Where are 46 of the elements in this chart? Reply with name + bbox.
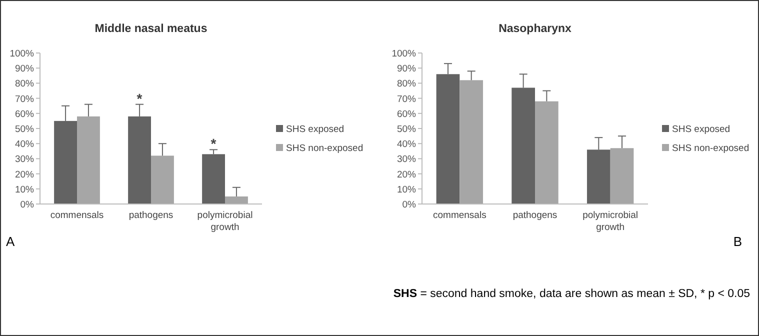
x-tick-label: pathogens	[128, 210, 174, 221]
y-tick-label: 40%	[14, 139, 35, 150]
y-tick-label: 80%	[14, 78, 35, 90]
y-tick-label: 100%	[392, 48, 417, 60]
x-tick-label: commensals	[50, 210, 104, 221]
y-tick-label: 20%	[14, 169, 35, 180]
x-tick-label: commensals	[433, 210, 487, 221]
y-tick-label: 60%	[396, 108, 417, 120]
y-tick-label: 90%	[396, 64, 417, 75]
y-tick-label: 0%	[402, 200, 417, 210]
x-tick-label: polymicrobial growth	[582, 210, 638, 233]
bar	[610, 148, 634, 204]
y-tick-label: 30%	[14, 154, 35, 166]
text: SHS = second hand smoke, data are shown as mean ± SD, * p < 0.05	[393, 288, 750, 300]
text: A	[6, 234, 15, 249]
y-tick-label: 50%	[396, 124, 417, 135]
y-tick-label: 100%	[10, 48, 35, 60]
y-tick-label: 50%	[14, 124, 35, 135]
y-tick-label: 10%	[396, 184, 417, 196]
y-tick-label: 60%	[14, 108, 35, 120]
chart-title: Middle nasal meatus	[94, 23, 208, 35]
bar	[225, 196, 248, 204]
y-tick-label: 70%	[396, 94, 417, 105]
y-tick-label: 70%	[14, 94, 35, 105]
y-tick-label: 10%	[14, 184, 35, 196]
y-tick-label: 30%	[396, 154, 417, 166]
bar	[535, 101, 558, 204]
asterisk: *	[136, 90, 142, 106]
x-tick-label: polymicrobial growth	[197, 210, 253, 233]
bar	[151, 156, 174, 204]
x-tick-label: pathogens	[512, 210, 558, 221]
y-tick-label: 40%	[396, 139, 417, 150]
y-tick-label: 20%	[396, 169, 417, 180]
text: B	[733, 234, 742, 249]
legend-label: SHS exposed	[672, 124, 730, 135]
legend-label: SHS non-exposed	[672, 143, 750, 154]
bar	[460, 80, 484, 204]
legend-label: SHS exposed	[286, 124, 344, 135]
chart-title: Nasopharynx	[498, 23, 572, 35]
bar	[77, 116, 100, 204]
legend-label: SHS non-exposed	[286, 143, 364, 154]
y-tick-label: 0%	[20, 200, 35, 210]
asterisk: *	[210, 136, 216, 152]
bar	[202, 154, 225, 204]
y-tick-label: 80%	[396, 78, 417, 90]
y-tick-label: 90%	[14, 64, 35, 75]
